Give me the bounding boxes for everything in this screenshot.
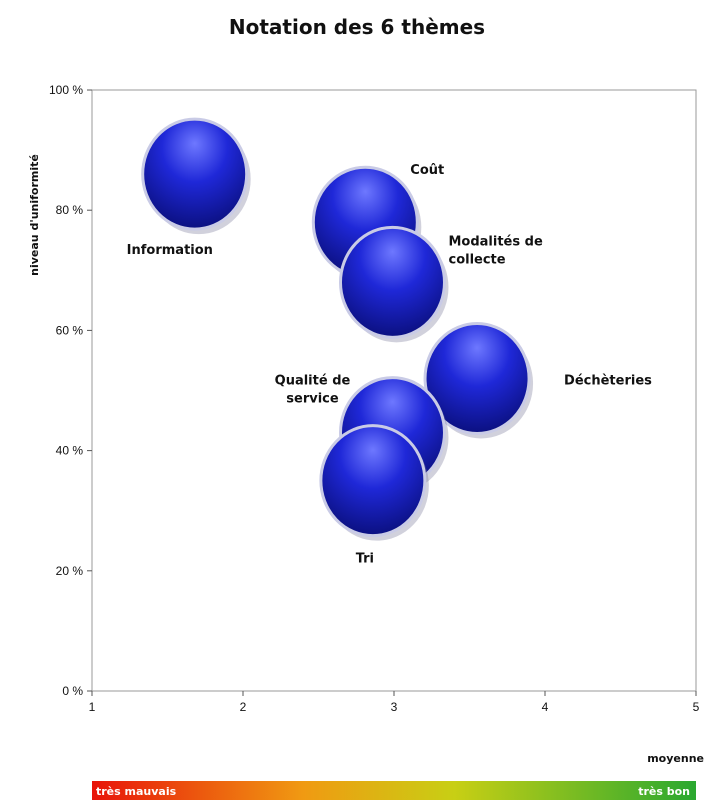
- bubble-group: Information Coût Modalités de collecte Déchè…: [127, 117, 652, 567]
- bubble: [338, 225, 446, 339]
- y-tick-label: 60 %: [56, 323, 84, 337]
- bubble-label: Tri: [356, 552, 374, 567]
- bubble-label: Déchèteries: [564, 373, 652, 388]
- bubble: [423, 321, 531, 435]
- bubble: [141, 117, 249, 231]
- bubble-label: Modalités de collecte: [448, 234, 542, 267]
- bubble-label: Coût: [410, 163, 444, 178]
- y-tick-label: 80 %: [56, 203, 84, 217]
- y-tick-label: 100 %: [49, 83, 83, 97]
- y-tick-label: 40 %: [56, 444, 84, 458]
- scale-bar: [92, 781, 696, 800]
- x-axis-label: moyenne: [647, 752, 704, 765]
- bubble-label: Qualité de service: [275, 374, 351, 407]
- y-tick-label: 20 %: [56, 564, 84, 578]
- chart-title: Notation des 6 thèmes: [229, 15, 485, 39]
- x-tick-label: 1: [89, 700, 96, 714]
- scale-left-label: très mauvais: [96, 785, 177, 798]
- bubble: [319, 424, 427, 538]
- x-tick-label: 3: [391, 700, 398, 714]
- x-tick-label: 2: [240, 700, 247, 714]
- x-tick-label: 5: [693, 700, 700, 714]
- y-axis: 0 % 20 % 40 % 60 % 80 % 100 %: [49, 83, 92, 698]
- y-axis-label: niveau d'uniformité: [28, 154, 41, 276]
- scale-right-label: très bon: [638, 785, 690, 798]
- y-tick-label: 0 %: [62, 684, 83, 698]
- bubble-label: Information: [127, 243, 213, 258]
- x-axis: 1 2 3 4 5: [89, 691, 700, 714]
- x-tick-label: 4: [542, 700, 549, 714]
